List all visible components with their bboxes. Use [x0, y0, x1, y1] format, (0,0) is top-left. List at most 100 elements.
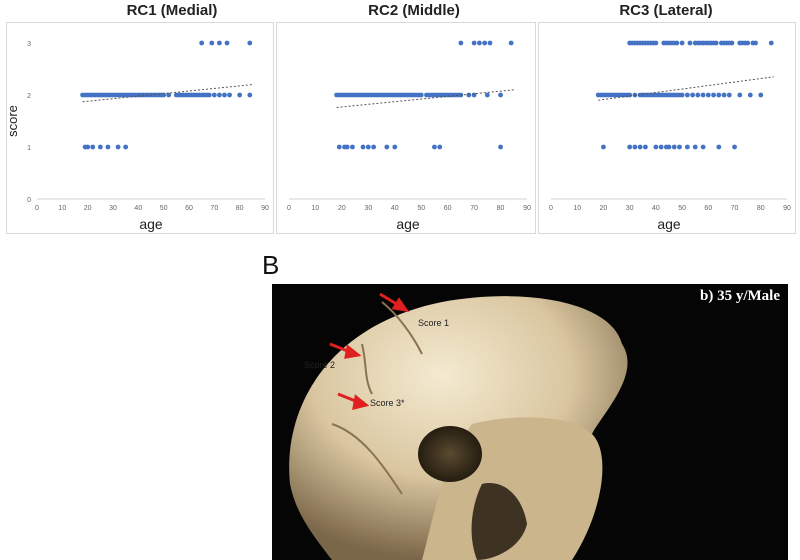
x-tick-label: 80 [497, 205, 505, 212]
trend-line [336, 89, 514, 108]
data-point [247, 40, 253, 46]
x-tick-label: 60 [444, 205, 452, 212]
data-point [217, 92, 222, 98]
scatter-plot-rc2: 0 10 20 30 40 50 60 70 80 90 age [287, 40, 531, 232]
orbit-shape [418, 426, 482, 482]
x-tick-label: 90 [523, 205, 531, 212]
x-tick-label: 40 [652, 205, 660, 212]
x-tick-label: 20 [84, 205, 92, 212]
data-point [224, 40, 230, 46]
data-point [166, 92, 172, 98]
x-tick-label: 30 [626, 205, 634, 212]
data-point [432, 144, 437, 150]
data-point [350, 144, 355, 150]
data-point [716, 144, 722, 150]
data-point [732, 144, 737, 150]
data-point [123, 144, 129, 150]
data-point [336, 144, 342, 150]
chart-title-rc1: RC1 (Medial) [126, 2, 218, 19]
data-point [209, 40, 215, 46]
arrow-score-2 [329, 342, 362, 359]
data-point [222, 92, 227, 98]
data-point [627, 144, 633, 150]
data-point [637, 144, 643, 150]
arrow-score-1 [379, 292, 410, 313]
data-point [700, 144, 706, 150]
data-point [458, 40, 464, 46]
skull-ct-render: b) 35 y/Male Score 1 Score 2 Score 3* [272, 284, 788, 560]
data-point [705, 92, 711, 98]
chart-rc1: 0 10 20 30 40 50 60 70 80 90 0 1 2 3 age score [5, 22, 274, 234]
arrow-score-3 [337, 392, 370, 411]
data-point [365, 144, 371, 150]
x-tick-label: 40 [391, 205, 399, 212]
x-tick-label: 0 [549, 205, 553, 212]
data-point [437, 144, 443, 150]
y-tick-label: 3 [27, 41, 31, 48]
data-point [690, 92, 695, 98]
suture-line-1 [381, 301, 423, 355]
suture-line-3 [331, 423, 403, 495]
data-point [753, 40, 758, 46]
x-tick-label: 80 [757, 205, 765, 212]
data-point [671, 144, 677, 150]
x-tick-label: 0 [35, 205, 39, 212]
scatter-plot-rc1: 0 10 20 30 40 50 60 70 80 90 0 1 2 3 age score [5, 40, 269, 232]
x-tick-label: 50 [160, 205, 168, 212]
y-tick-label: 1 [27, 145, 31, 152]
data-point [758, 92, 764, 98]
data-point [684, 144, 690, 150]
x-tick-label: 30 [364, 205, 372, 212]
chart-title-rc3: RC3 (Lateral) [619, 2, 713, 19]
x-axis-label: age [657, 216, 681, 232]
data-point [679, 92, 685, 98]
x-tick-label: 50 [678, 205, 686, 212]
data-point [721, 92, 727, 98]
x-axis-label: age [139, 216, 163, 232]
data-point [658, 144, 664, 150]
data-point [508, 40, 514, 46]
data-point [360, 144, 366, 150]
data-point [418, 92, 424, 98]
x-tick-label: 20 [600, 205, 608, 212]
data-point [227, 92, 232, 98]
data-point [97, 144, 103, 150]
data-point [115, 144, 121, 150]
x-axis-label: age [396, 216, 420, 232]
scatter-plot-rc3: 0 10 20 30 40 50 60 70 80 90 age [549, 40, 791, 232]
data-point [247, 92, 253, 98]
data-point [237, 92, 243, 98]
x-tick-label: 0 [287, 205, 291, 212]
data-point [726, 92, 732, 98]
data-point [211, 92, 217, 98]
photo-caption: b) 35 y/Male [700, 288, 780, 304]
data-point [695, 92, 701, 98]
data-point [105, 144, 111, 150]
data-point [85, 144, 91, 150]
data-point [653, 40, 659, 46]
data-point [477, 40, 482, 46]
chart-title-rc2: RC2 (Middle) [368, 2, 460, 19]
data-point [729, 40, 735, 46]
label-score-3: Score 3* [370, 398, 405, 408]
data-point [700, 92, 706, 98]
data-point [384, 144, 390, 150]
data-point [498, 92, 503, 98]
x-tick-label: 10 [312, 205, 320, 212]
data-point [643, 144, 648, 150]
data-point [713, 40, 719, 46]
trend-line [82, 84, 253, 103]
data-point [471, 40, 477, 46]
data-point [487, 40, 493, 46]
data-point [677, 144, 682, 150]
data-point [601, 144, 606, 150]
jaw-shape [471, 483, 527, 560]
data-point [737, 92, 743, 98]
data-point [674, 40, 680, 46]
chart-rc2: 0 10 20 30 40 50 60 70 80 90 age [276, 22, 536, 234]
x-tick-label: 70 [210, 205, 218, 212]
x-tick-label: 50 [417, 205, 425, 212]
suture-line-2 [361, 343, 373, 395]
x-tick-label: 10 [58, 205, 66, 212]
y-tick-label: 2 [27, 93, 31, 100]
